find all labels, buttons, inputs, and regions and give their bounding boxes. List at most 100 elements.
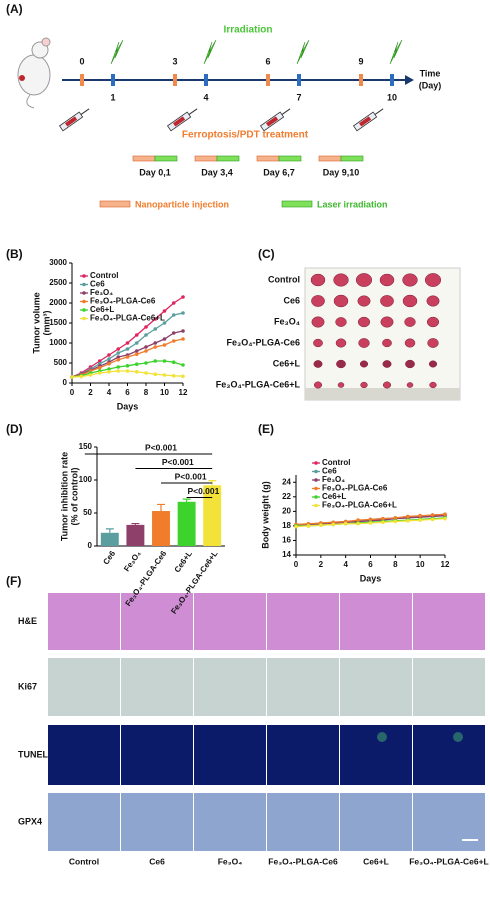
laser-bar	[216, 155, 240, 162]
tumors	[310, 273, 442, 389]
injection-tick	[173, 74, 177, 86]
laser-icon	[110, 39, 124, 65]
y-tick-label: 3000	[49, 258, 67, 267]
y-tick-label: 24	[282, 477, 291, 486]
data-point	[162, 337, 167, 341]
injection-tick	[359, 74, 363, 86]
histology-column-label: Ce6	[149, 856, 165, 866]
y-axis-label: Tumor inhibition rate	[59, 452, 69, 541]
legend-marker	[82, 291, 86, 295]
histology-tile	[413, 593, 485, 650]
histology-tile	[267, 725, 339, 785]
data-point	[430, 513, 435, 517]
injection-tick	[266, 74, 270, 86]
tumor-photo	[313, 338, 323, 348]
data-point	[181, 295, 185, 299]
schedule-label: Day 9,10	[323, 167, 360, 177]
tumor-photo	[313, 360, 323, 368]
data-point	[134, 352, 139, 357]
data-point	[171, 331, 176, 335]
legend-injection-icon	[99, 200, 131, 208]
y-tick-label: 0	[88, 541, 93, 550]
tumor-photo	[359, 360, 369, 368]
histology-row-label: H&E	[18, 616, 37, 626]
injection-day: 3	[172, 56, 177, 66]
x-tick-label: 2	[88, 388, 93, 397]
error-bar	[157, 503, 165, 512]
histology-column-label: Fe₃O₄-PLGA-Ce6	[268, 856, 338, 866]
data-point	[294, 524, 298, 529]
irradiation-title: Irradiation	[224, 25, 273, 36]
syringe-fluid	[65, 116, 78, 127]
x-tick-label: 12	[179, 388, 188, 397]
data-point	[125, 364, 130, 368]
y-tick-label: 1000	[49, 338, 67, 347]
y-tick-label: 500	[54, 358, 68, 367]
legend-laser-icon	[281, 200, 313, 208]
data-point	[381, 520, 385, 525]
legend-laser: Laser irradiation	[317, 199, 388, 209]
data-point	[306, 524, 311, 528]
injection-bar	[256, 155, 280, 162]
legend-marker	[82, 316, 86, 321]
legend-marker	[82, 308, 86, 312]
x-tick-label: 0	[294, 560, 299, 569]
data-point	[144, 345, 148, 349]
tumor-photo	[311, 316, 325, 328]
schedule-label: Day 6,7	[263, 167, 295, 177]
tumor-photo	[337, 382, 345, 388]
injection-day: 9	[358, 56, 363, 66]
tumor-photo	[426, 295, 440, 307]
data-point	[181, 363, 185, 367]
legend-marker	[314, 461, 318, 465]
histology-tile	[121, 593, 193, 650]
data-point	[97, 366, 102, 370]
x-tick-label: 10	[416, 560, 425, 569]
histology-column-label: Ce6+L	[363, 856, 389, 866]
data-point	[107, 367, 111, 371]
y-tick-label: 16	[282, 536, 291, 545]
injection-day: 6	[265, 56, 270, 66]
legend-marker	[314, 486, 318, 491]
y-axis-label: (mm³)	[41, 311, 51, 336]
tumor-photo	[335, 317, 347, 327]
data-point	[443, 516, 447, 521]
data-point	[443, 512, 447, 517]
legend-label: Ce6	[322, 467, 337, 476]
injection-day: 0	[79, 56, 84, 66]
data-point	[125, 347, 130, 351]
irradiation-tick	[390, 74, 394, 86]
tumor-photo	[333, 273, 349, 287]
histology-column-label: Fe₃O₄-PLGA-Ce6+L	[409, 856, 489, 866]
laser-icon	[203, 39, 217, 65]
photo-row-label: Control	[268, 274, 300, 284]
syringe-needle	[188, 108, 198, 115]
data-point	[171, 360, 176, 365]
syringe-fluid	[173, 116, 186, 127]
tumor-photo	[355, 273, 373, 287]
tumor-photo	[428, 360, 438, 368]
legend-label: Ce6+L	[90, 305, 114, 314]
photo-row-label: Fe₃O₄	[274, 316, 300, 326]
legend-label: Fe₃O₄	[322, 475, 345, 484]
legend-label: Control	[90, 271, 118, 280]
histology-tile	[48, 593, 120, 650]
x-tick-label: 10	[160, 388, 169, 397]
data-point	[116, 351, 121, 355]
data-point	[356, 521, 360, 526]
data-point	[393, 516, 398, 520]
data-point	[144, 325, 148, 329]
data-point	[134, 362, 139, 367]
histology-tile	[413, 793, 485, 851]
data-point	[162, 373, 167, 377]
data-point	[134, 370, 139, 374]
time-axis-unit: (Day)	[419, 80, 442, 90]
data-point	[418, 518, 422, 522]
ruler	[305, 388, 460, 400]
legend-injection: Nanoparticle injection	[135, 199, 229, 209]
significance-label: P<0.001	[187, 486, 219, 496]
histology-tile	[267, 793, 339, 851]
histology-tile	[194, 725, 266, 785]
irradiation-tick	[111, 74, 115, 86]
